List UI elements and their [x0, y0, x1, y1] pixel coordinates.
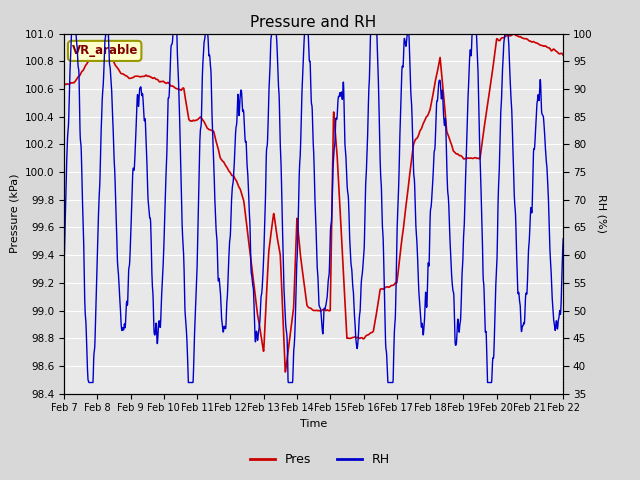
- X-axis label: Time: Time: [300, 419, 327, 429]
- Y-axis label: Pressure (kPa): Pressure (kPa): [9, 174, 19, 253]
- Y-axis label: RH (%): RH (%): [596, 194, 607, 233]
- Legend: Pres, RH: Pres, RH: [245, 448, 395, 471]
- Title: Pressure and RH: Pressure and RH: [250, 15, 377, 30]
- Text: VR_arable: VR_arable: [72, 44, 138, 58]
